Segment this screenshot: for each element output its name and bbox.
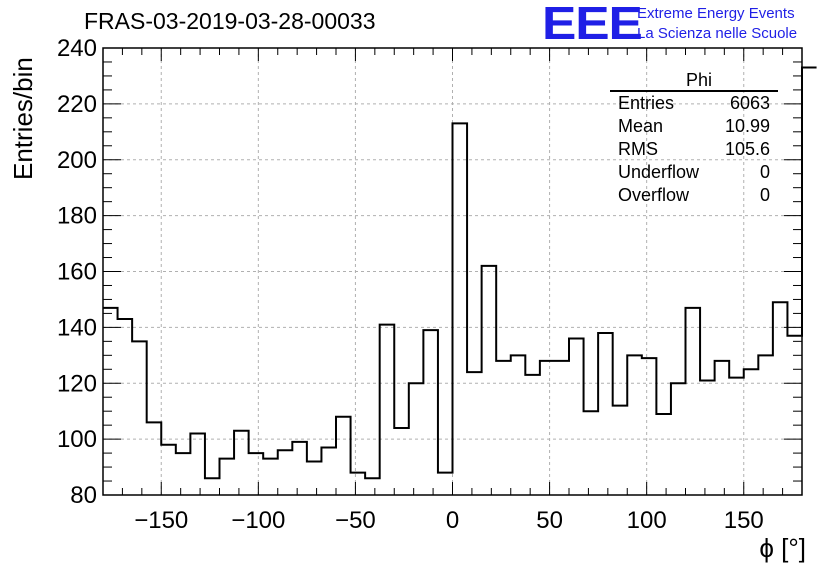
histogram-bin xyxy=(686,308,701,495)
histogram-bin xyxy=(715,361,730,495)
histogram-outline xyxy=(103,66,817,480)
stats-title: Phi xyxy=(610,70,778,92)
histogram-bin xyxy=(744,369,759,495)
histogram-bin xyxy=(176,453,191,495)
stats-value: 6063 xyxy=(729,93,770,113)
histogram-bin xyxy=(394,428,409,495)
x-tick-label: 50 xyxy=(536,507,563,534)
histogram-bin xyxy=(278,450,293,495)
stats-value: 105.6 xyxy=(724,139,770,159)
x-tick-label: 100 xyxy=(627,507,667,534)
histogram-bin xyxy=(220,459,235,495)
logo-line-2: La Scienza nelle Scuole xyxy=(637,25,798,42)
y-tick-label: 100 xyxy=(57,426,97,453)
histogram-bin xyxy=(802,68,817,495)
histogram-bin xyxy=(787,336,802,495)
histogram-bin xyxy=(525,375,540,495)
y-tick-label: 80 xyxy=(70,482,97,509)
stats-value: 0 xyxy=(759,162,770,182)
x-axis-label: ϕ [°] xyxy=(759,533,806,563)
histogram-bin xyxy=(190,434,205,495)
histogram-bin xyxy=(423,330,438,495)
histogram-bin xyxy=(700,380,715,495)
stats-box: Phi Entries 6063 Mean 10.99 RMS 105.6 Un… xyxy=(610,70,778,207)
x-tick-label: 150 xyxy=(724,507,764,534)
axes: −150 −100 −50 0 50 100 150 80 100 120 140 160 180 200… xyxy=(57,35,803,534)
histogram-bars xyxy=(103,66,817,495)
chart-title: FRAS-03-2019-03-28-00033 xyxy=(84,8,376,34)
x-tick-label: −100 xyxy=(231,507,285,534)
histogram-bin xyxy=(511,355,526,495)
y-tick-label: 140 xyxy=(57,314,97,341)
y-tick-label: 220 xyxy=(57,91,97,118)
histogram-bin xyxy=(380,325,395,495)
stats-value: 10.99 xyxy=(724,116,770,136)
histogram-bin xyxy=(205,478,220,495)
histogram-bin xyxy=(540,361,555,495)
stats-row-overflow: Overflow 0 xyxy=(610,184,778,207)
histogram-bin xyxy=(292,442,307,495)
stats-row-entries: Entries 6063 xyxy=(610,92,778,115)
stats-label: Overflow xyxy=(618,185,690,205)
histogram-bin xyxy=(351,473,366,495)
y-tick-label: 120 xyxy=(57,370,97,397)
x-tick-label: 0 xyxy=(446,507,459,534)
y-tick-label: 200 xyxy=(57,147,97,174)
stats-row-underflow: Underflow 0 xyxy=(610,161,778,184)
histogram-bin xyxy=(758,355,773,495)
histogram-bin xyxy=(482,266,497,495)
stats-value: 0 xyxy=(759,185,770,205)
histogram-bin xyxy=(496,361,511,495)
histogram-bin xyxy=(642,358,657,495)
histogram-bin xyxy=(263,459,278,495)
histogram-bin xyxy=(132,341,147,495)
y-tick-label: 160 xyxy=(57,259,97,286)
histogram-bin xyxy=(671,383,686,495)
histogram-bin xyxy=(569,339,584,495)
histogram-bin xyxy=(554,361,569,495)
y-tick-label: 240 xyxy=(57,35,97,62)
logo-line-1: Extreme Energy Events xyxy=(637,5,795,22)
histogram-bin xyxy=(365,478,380,495)
histogram-bin xyxy=(438,473,453,495)
histogram-bin xyxy=(729,378,744,495)
eee-logo: EEE xyxy=(542,0,643,49)
histogram-bin xyxy=(336,417,351,495)
histogram-bin xyxy=(249,453,264,495)
histogram-bin xyxy=(453,123,468,495)
histogram-bin xyxy=(161,445,176,495)
histogram-bin xyxy=(234,431,249,495)
histogram-bin xyxy=(656,414,671,495)
histogram-bin xyxy=(118,319,133,495)
histogram-bin xyxy=(598,333,613,495)
histogram-bin xyxy=(584,411,599,495)
x-tick-label: −50 xyxy=(335,507,376,534)
stats-label: Entries xyxy=(618,93,675,113)
histogram-bin xyxy=(613,406,628,495)
x-tick-label: −150 xyxy=(134,507,188,534)
stats-label: Underflow xyxy=(618,162,700,182)
stats-row-mean: Mean 10.99 xyxy=(610,115,778,138)
histogram-bin xyxy=(307,461,322,495)
histogram-bin xyxy=(627,355,642,495)
y-tick-label: 180 xyxy=(57,203,97,230)
histogram-bin xyxy=(147,422,162,495)
histogram-bin xyxy=(773,302,788,495)
y-axis-label: Entries/bin xyxy=(8,57,38,180)
histogram-bin xyxy=(409,383,424,495)
stats-row-rms: RMS 105.6 xyxy=(610,138,778,161)
histogram-bin xyxy=(321,448,336,495)
stats-label: Mean xyxy=(618,116,664,136)
stats-label: RMS xyxy=(618,139,658,159)
histogram-bin xyxy=(467,372,482,495)
